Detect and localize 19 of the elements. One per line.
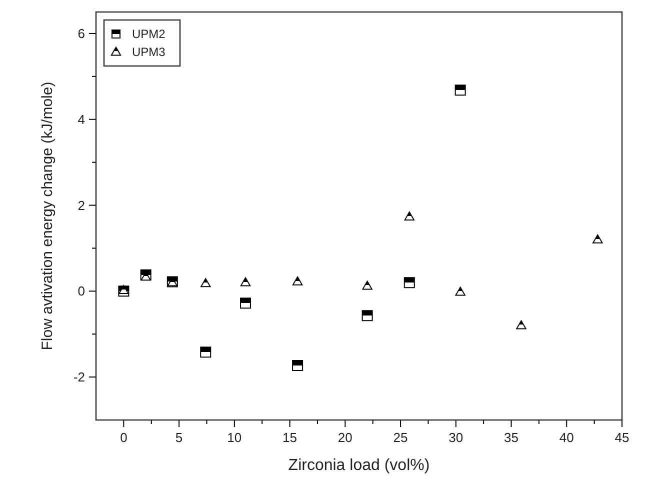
x-tick-label: 35 [504,430,518,445]
x-tick-label: 40 [559,430,574,445]
y-tick-label: 4 [78,112,85,127]
x-tick-label: 45 [614,430,630,445]
legend-label: UPM3 [132,45,166,60]
x-tick-label: 0 [120,430,128,445]
y-tick-label: 0 [78,284,85,299]
y-axis-title: Flow avtivation energy change (kJ/mole) [39,82,56,350]
x-tick-label: 20 [338,430,352,445]
legend-label: UPM2 [132,27,166,42]
x-tick-label: 5 [175,430,183,445]
x-axis-title: Zirconia load (vol%) [288,457,430,474]
y-tick-label: 6 [78,26,85,42]
y-tick-label: 2 [78,198,85,213]
y-tick-label: -2 [73,370,85,385]
x-tick-label: 25 [393,430,408,445]
x-tick-label: 30 [448,430,464,445]
x-tick-label: 15 [282,430,298,445]
x-tick-label: 10 [227,430,242,445]
